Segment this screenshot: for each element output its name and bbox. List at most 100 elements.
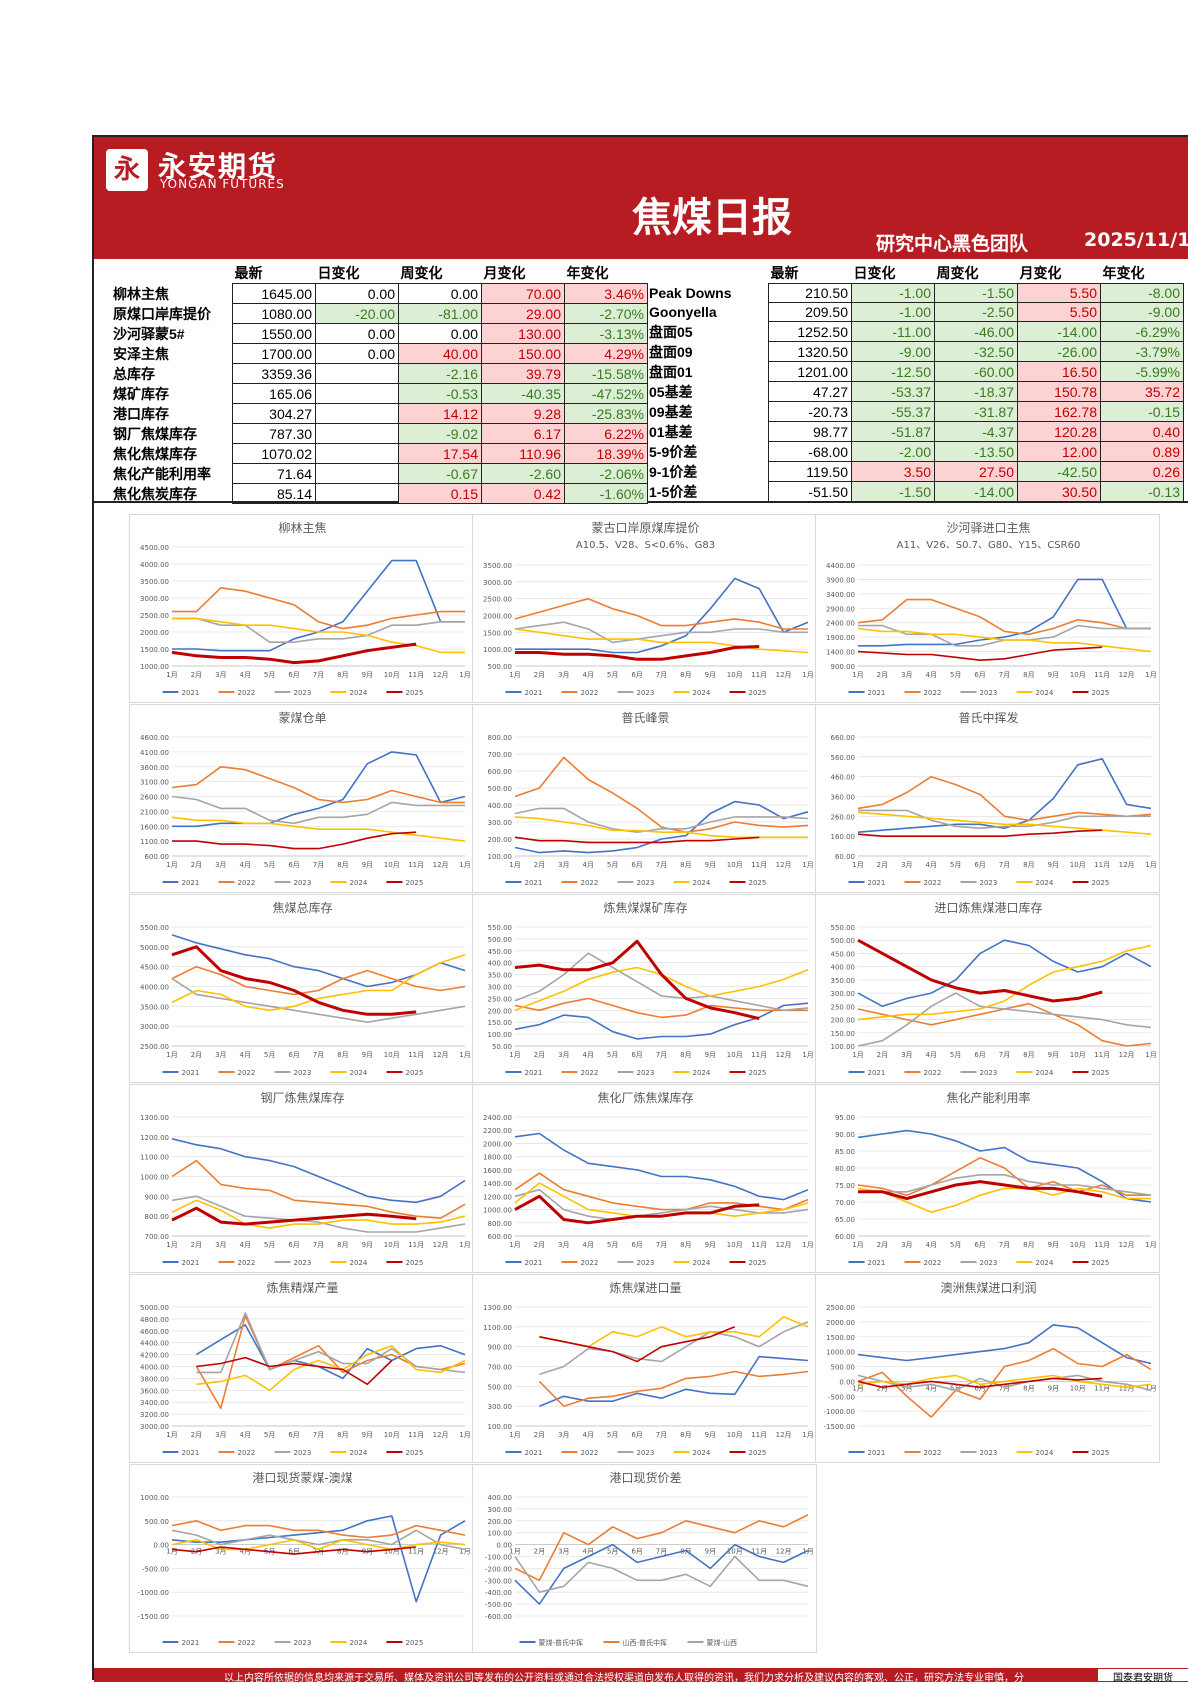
- row-label: 总库存: [113, 365, 155, 382]
- y-tick-label: -1000.00: [138, 1589, 169, 1597]
- table-cell: -2.50: [934, 302, 1018, 322]
- table-cell: -2.16: [398, 363, 482, 384]
- x-tick-label: 2月: [534, 671, 545, 679]
- y-tick-label: 4000.00: [140, 561, 169, 569]
- y-tick-label: 70.00: [835, 1199, 855, 1207]
- table-cell: -42.50: [1017, 461, 1101, 482]
- y-tick-label: 150.00: [831, 1030, 856, 1038]
- legend-label: 2021: [182, 689, 200, 697]
- series-line-2023: [858, 624, 1151, 647]
- legend-label: 2021: [525, 689, 543, 697]
- series-line-2021: [514, 1002, 809, 1040]
- table-cell: -11.00: [851, 321, 935, 342]
- x-tick-label: 4月: [583, 1548, 594, 1556]
- y-tick-label: 600.00: [488, 1233, 513, 1241]
- x-tick-label: 9月: [362, 861, 373, 869]
- x-tick-label: 1月: [459, 1241, 470, 1249]
- x-tick-label: 8月: [1023, 1241, 1034, 1249]
- table-cell: -6.29%: [1100, 321, 1184, 342]
- table-cell: -40.35: [481, 383, 565, 404]
- chart-title: 钢厂炼焦煤库存: [260, 1090, 344, 1105]
- series-line-2024: [171, 1539, 466, 1551]
- x-tick-label: 9月: [705, 1241, 716, 1249]
- legend-label: 2021: [525, 1259, 543, 1267]
- legend-label: 2023: [637, 1069, 655, 1077]
- y-tick-label: 3000.00: [140, 1423, 169, 1431]
- legend-label: 2025: [749, 689, 767, 697]
- table-cell: -51.87: [851, 421, 935, 442]
- legend-label: 2022: [238, 1259, 256, 1267]
- chart-panel: 焦煤总库存 5500.00 5000.00 4500.00 4000.00 3500.00…: [129, 894, 474, 1083]
- chart-svg: 焦化产能利用率 95.00 90.00 85.00 80.00 75.00 70.00 65.…: [835, 1090, 1157, 1267]
- x-tick-label: 11月: [751, 1431, 767, 1439]
- y-tick-label: -500.00: [142, 1565, 169, 1573]
- x-tick-label: 10月: [727, 1548, 743, 1556]
- legend-label: 2023: [294, 879, 312, 887]
- y-tick-label: 1100.00: [483, 1324, 512, 1332]
- chart-svg: 港口现货蒙煤-澳煤 1000.00 500.00 0.00 -500.00 -1000.0…: [138, 1470, 471, 1647]
- y-tick-label: 5500.00: [140, 924, 169, 932]
- x-tick-label: 1月: [459, 1548, 470, 1556]
- table-cell: -0.67: [398, 463, 482, 484]
- chart-svg: 港口现货价差 400.00 300.00 200.00 100.00 0.00 -100.0…: [485, 1470, 814, 1647]
- y-tick-label: 100.00: [488, 853, 513, 861]
- x-tick-label: 12月: [1119, 1241, 1135, 1249]
- series-line-2022: [857, 1157, 1151, 1196]
- y-tick-label: 4100.00: [140, 749, 169, 757]
- y-tick-label: 1900.00: [826, 634, 855, 642]
- table-cell: -0.13: [1100, 481, 1184, 502]
- series-line-蒙煤-普氏中挥: [514, 1543, 809, 1605]
- table-cell: -26.00: [1017, 341, 1101, 362]
- y-tick-label: 900.00: [145, 1193, 170, 1201]
- column-header: 最新: [770, 265, 799, 281]
- legend-label: 2025: [1092, 1259, 1110, 1267]
- y-tick-label: 80.00: [835, 1165, 855, 1173]
- series-line-2021: [515, 577, 809, 654]
- x-tick-label: 4月: [240, 1548, 251, 1556]
- table-cell: -3.13%: [564, 323, 648, 344]
- x-tick-label: 12月: [776, 1241, 792, 1249]
- x-tick-label: 7月: [313, 1241, 324, 1249]
- y-tick-label: 250.00: [831, 1003, 856, 1011]
- table-cell: -9.02: [398, 423, 482, 444]
- x-tick-label: 12月: [776, 1431, 792, 1439]
- y-tick-label: 800.00: [488, 734, 513, 742]
- y-tick-label: 3500.00: [483, 562, 512, 570]
- table-row: 安泽主焦 1700.00 0.00 40.00 150.00 4.29%: [110, 343, 648, 364]
- table-cell: -9.00: [1100, 302, 1184, 322]
- chart-title: 蒙古口岸原煤库提价: [591, 520, 699, 535]
- x-tick-label: 2月: [534, 1548, 545, 1556]
- x-tick-label: 2月: [191, 671, 202, 679]
- y-tick-label: 160.00: [831, 833, 856, 841]
- y-tick-label: 1600.00: [483, 1167, 512, 1175]
- legend-label: 2025: [406, 1639, 424, 1647]
- table-row: 总库存 3359.36 -2.16 39.79 -15.58%: [110, 363, 648, 384]
- x-tick-label: 8月: [1023, 861, 1034, 869]
- legend-label: 2024: [350, 1639, 368, 1647]
- series-line-2024: [514, 628, 809, 654]
- table-cell: 1252.50: [768, 321, 852, 342]
- x-tick-label: 3月: [558, 1051, 569, 1059]
- legend-label: 2024: [1036, 1069, 1054, 1077]
- x-tick-label: 12月: [1119, 861, 1135, 869]
- y-tick-label: 900.00: [488, 1344, 513, 1352]
- x-tick-label: 6月: [631, 1431, 642, 1439]
- x-tick-label: 11月: [408, 1241, 424, 1249]
- table-cell: -2.00: [851, 441, 935, 462]
- x-tick-label: 6月: [288, 1051, 299, 1059]
- legend-label: 2024: [693, 1259, 711, 1267]
- legend-label: 2024: [1036, 1449, 1054, 1457]
- x-tick-label: 9月: [362, 671, 373, 679]
- series-line-2021: [171, 1515, 466, 1603]
- x-tick-label: 4月: [926, 671, 937, 679]
- x-tick-label: 12月: [433, 1548, 449, 1556]
- y-tick-label: 75.00: [835, 1182, 855, 1190]
- chart-panel: 焦化产能利用率 95.00 90.00 85.00 80.00 75.00 70.00 65.…: [815, 1084, 1160, 1273]
- series-line-2022: [857, 598, 1151, 636]
- table-cell: -0.53: [398, 383, 482, 404]
- x-tick-label: 12月: [1119, 671, 1135, 679]
- x-tick-label: 2月: [534, 1241, 545, 1249]
- table-cell: 3.46%: [564, 283, 648, 304]
- column-header: 周变化: [936, 265, 979, 281]
- y-tick-label: 3000.00: [140, 595, 169, 603]
